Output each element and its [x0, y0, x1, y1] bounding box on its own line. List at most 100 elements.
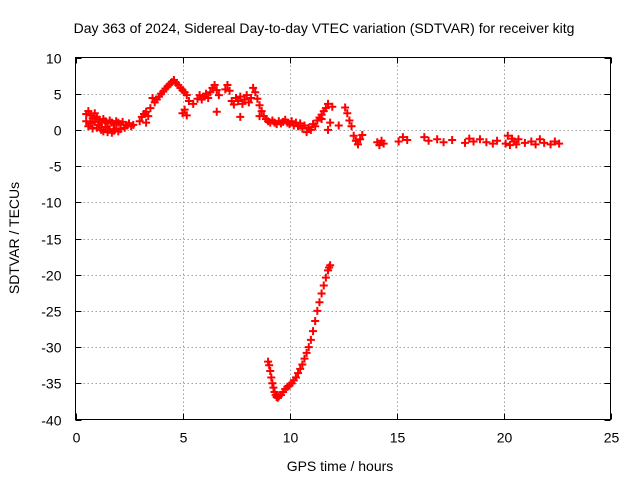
data-point — [501, 139, 510, 148]
data-point — [257, 107, 266, 116]
y-axis-label: SDTVAR / TECUs — [6, 182, 22, 294]
data-point — [512, 140, 521, 149]
data-point — [420, 133, 429, 142]
plot-frame — [75, 57, 611, 420]
data-point — [353, 140, 362, 149]
data-point — [527, 137, 536, 146]
data-point — [266, 366, 275, 375]
data-point — [255, 101, 264, 110]
data-point — [294, 369, 303, 378]
data-point — [142, 107, 151, 116]
data-point — [302, 128, 311, 137]
data-point — [184, 96, 193, 105]
data-point — [189, 99, 198, 108]
data-point — [287, 117, 296, 126]
data-point — [300, 121, 309, 130]
data-point — [343, 109, 352, 118]
chart-title: Day 363 of 2024, Sidereal Day-to-day VTE… — [74, 20, 575, 36]
y-tick-label: -5 — [49, 159, 62, 175]
data-point — [255, 112, 264, 121]
y-tick-label: -20 — [41, 268, 61, 284]
data-point — [379, 139, 388, 148]
x-axis-label: GPS time / hours — [287, 458, 394, 474]
data-point — [321, 104, 330, 113]
x-tick-label: 15 — [390, 430, 406, 446]
data-point — [195, 91, 204, 100]
data-point — [315, 298, 324, 307]
data-point — [488, 139, 497, 148]
data-point — [469, 137, 478, 146]
data-point — [210, 81, 219, 90]
data-point — [520, 138, 529, 147]
y-tick-label: -10 — [41, 195, 61, 211]
data-point — [116, 125, 125, 134]
data-point — [223, 81, 232, 90]
data-point — [358, 130, 367, 139]
y-tick-label: -25 — [41, 304, 61, 320]
data-point — [291, 373, 300, 382]
data-point — [244, 98, 253, 107]
data-point — [398, 133, 407, 142]
data-point — [317, 115, 326, 124]
data-point — [503, 131, 512, 140]
data-point — [234, 96, 243, 105]
x-tick-label: 10 — [283, 430, 299, 446]
data-point — [531, 140, 540, 149]
data-point — [82, 117, 91, 126]
data-point — [493, 136, 502, 145]
data-point — [433, 135, 442, 144]
data-point — [424, 136, 433, 145]
data-point — [394, 137, 403, 146]
data-point — [460, 138, 469, 147]
data-point — [242, 91, 251, 100]
data-point — [345, 116, 354, 125]
data-point — [236, 112, 245, 121]
data-point — [212, 107, 221, 116]
x-axis-ticks: 0 5 10 15 20 25 — [73, 57, 620, 446]
data-point — [268, 379, 277, 388]
data-point — [304, 343, 313, 352]
data-point — [240, 95, 249, 104]
data-point — [319, 281, 328, 290]
y-tick-label: 10 — [46, 51, 62, 67]
data-point — [229, 100, 238, 109]
data-point — [324, 99, 333, 108]
x-tick-label: 25 — [604, 430, 620, 446]
data-point — [129, 120, 138, 129]
data-point — [214, 91, 223, 100]
data-point — [212, 86, 221, 95]
y-tick-label: -15 — [41, 232, 61, 248]
data-point — [253, 94, 262, 103]
data-point — [238, 99, 247, 108]
data-point — [356, 135, 365, 144]
data-point — [206, 88, 215, 97]
data-point — [317, 289, 326, 298]
data-point — [144, 112, 153, 121]
x-tick-label: 5 — [180, 430, 188, 446]
data-point — [349, 131, 358, 140]
data-point — [546, 140, 555, 149]
data-point — [439, 138, 448, 147]
data-point — [375, 141, 384, 150]
y-tick-label: 0 — [54, 123, 62, 139]
data-point — [334, 121, 343, 130]
data-point — [249, 83, 258, 92]
data-point — [306, 125, 315, 134]
data-point — [251, 88, 260, 97]
data-point — [341, 103, 350, 112]
data-point — [118, 117, 127, 126]
data-point — [180, 105, 189, 114]
data-point — [306, 335, 315, 344]
data-point — [142, 118, 151, 127]
data-point — [146, 104, 155, 113]
data-point — [448, 136, 457, 145]
data-point — [182, 91, 191, 100]
y-axis-ticks: 10 5 0 -5 -10 -15 -20 -25 -30 -35 -40 — [41, 51, 611, 429]
x-tick-label: 20 — [497, 430, 513, 446]
y-tick-label: -40 — [41, 413, 61, 429]
data-point — [311, 317, 320, 326]
data-point — [475, 135, 484, 144]
data-point — [202, 89, 211, 98]
data-point — [225, 86, 234, 95]
